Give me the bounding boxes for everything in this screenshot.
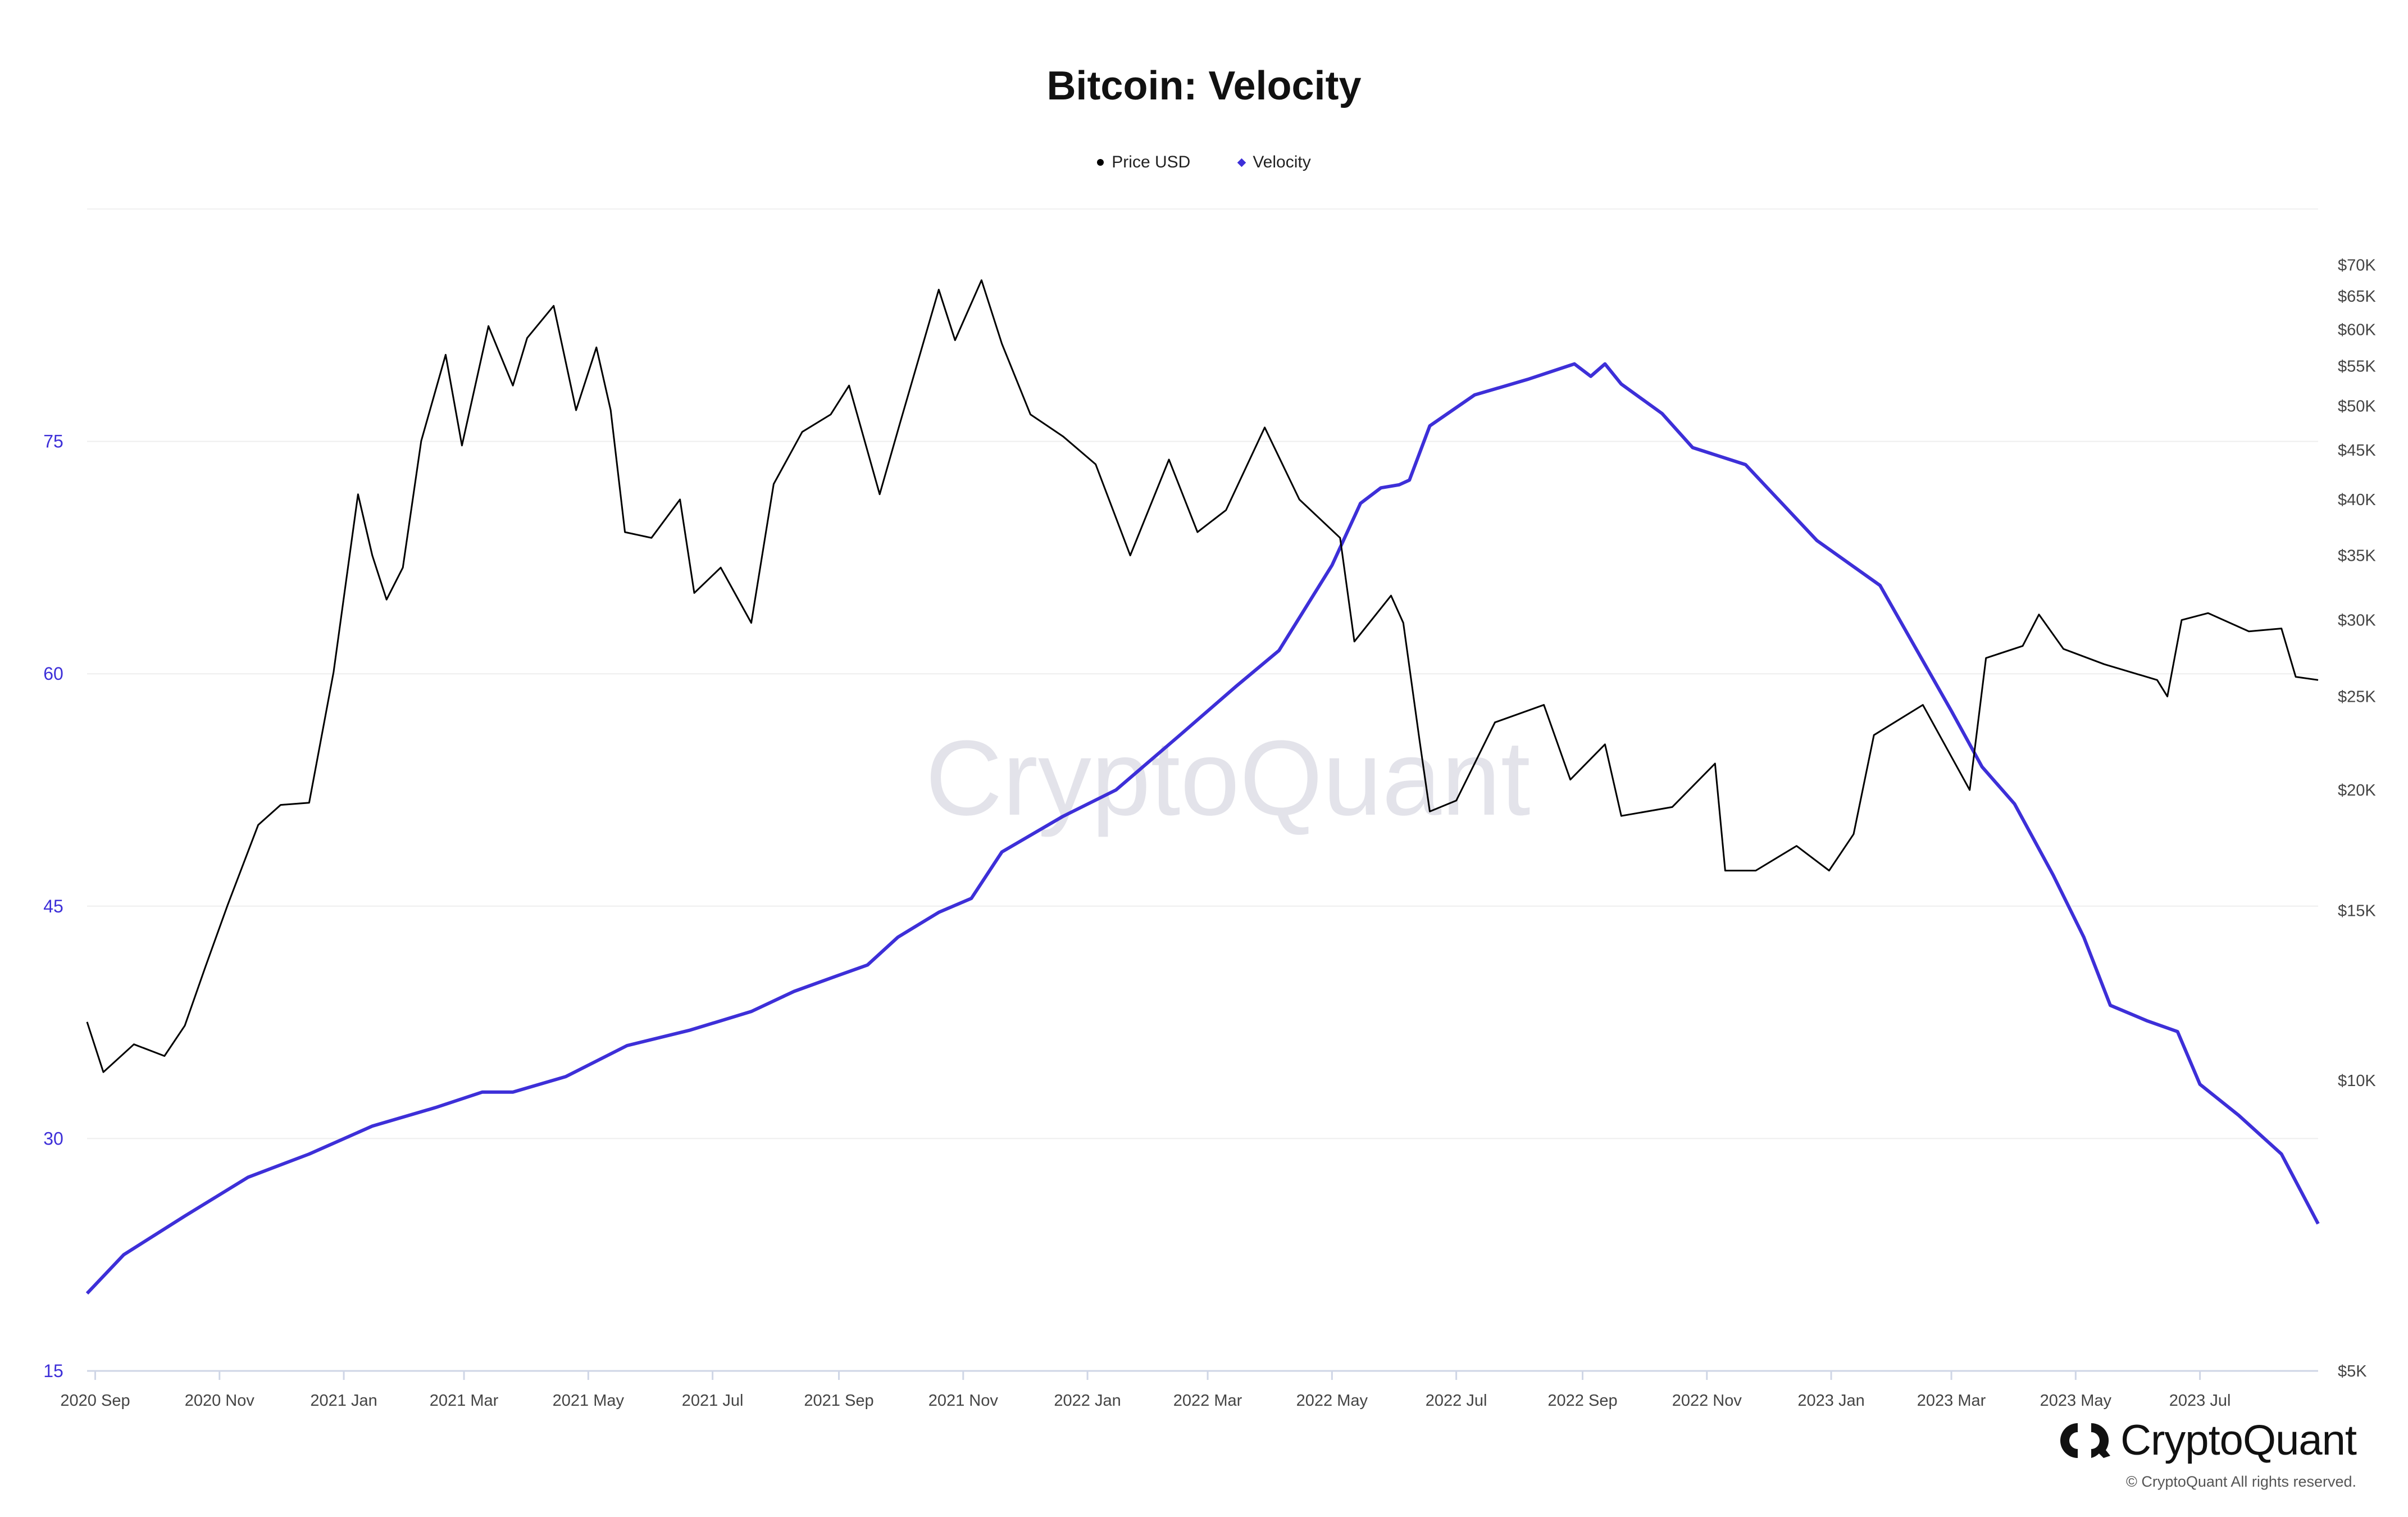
x-tick-label: 2021 Nov — [928, 1392, 999, 1410]
right-tick-label: $50K — [2338, 398, 2376, 416]
right-axis-ticks: $5K $10K $15K $20K $25K $30K $35K $40K $45K $50K $… — [2338, 257, 2376, 1380]
right-tick-label: $25K — [2338, 688, 2376, 706]
price-series-line — [86, 279, 2319, 1073]
x-tick-label: 2021 Jul — [682, 1392, 744, 1410]
chart-title: Bitcoin: Velocity — [1046, 63, 1362, 108]
brand: CryptoQuant — [2059, 1416, 2357, 1465]
x-tick-label: 2022 Jan — [1054, 1392, 1121, 1410]
x-tick-label: 2022 Mar — [1173, 1392, 1242, 1410]
right-tick-label: $15K — [2338, 902, 2376, 920]
x-tick-label: 2021 Jan — [310, 1392, 377, 1410]
right-tick-label: $5K — [2338, 1362, 2367, 1380]
right-tick-label: $45K — [2338, 442, 2376, 460]
legend-marker-price — [1097, 159, 1104, 166]
x-tick-label: 2022 Jul — [1426, 1392, 1487, 1410]
velocity-series-line — [85, 362, 2320, 1295]
left-tick-label: 15 — [43, 1361, 63, 1381]
copyright: © CryptoQuant All rights reserved. — [2125, 1473, 2356, 1490]
x-tick-label: 2021 May — [553, 1392, 625, 1410]
right-tick-label: $20K — [2338, 782, 2376, 800]
x-tick-label: 2023 Jul — [2169, 1392, 2231, 1410]
x-tick-label: 2023 Mar — [1917, 1392, 1986, 1410]
x-tick-label: 2020 Nov — [185, 1392, 255, 1410]
x-tick-label: 2022 May — [1296, 1392, 1368, 1410]
x-tick-label: 2022 Sep — [1547, 1392, 1617, 1410]
right-tick-label: $35K — [2338, 547, 2376, 565]
right-tick-label: $30K — [2338, 612, 2376, 630]
right-tick-label: $10K — [2338, 1072, 2376, 1090]
watermark: CryptoQuant — [925, 719, 1530, 838]
right-tick-label: $65K — [2338, 288, 2376, 306]
right-tick-label: $40K — [2338, 491, 2376, 509]
right-tick-label: $60K — [2338, 321, 2376, 339]
x-tick-label: 2021 Mar — [430, 1392, 499, 1410]
left-tick-label: 60 — [43, 664, 63, 684]
right-tick-label: $55K — [2338, 357, 2376, 375]
left-tick-label: 75 — [43, 432, 63, 452]
brand-name: CryptoQuant — [2120, 1416, 2357, 1464]
x-tick-label: 2020 Sep — [60, 1392, 130, 1410]
legend-item-velocity[interactable]: Velocity — [1237, 153, 1311, 172]
legend-label-velocity: Velocity — [1253, 153, 1311, 171]
legend-item-price[interactable]: Price USD — [1097, 153, 1190, 172]
x-tick-label: 2022 Nov — [1672, 1392, 1742, 1410]
gridlines — [87, 208, 2318, 1372]
left-tick-label: 45 — [43, 896, 63, 916]
x-tick-label: 2021 Sep — [804, 1392, 873, 1410]
x-tick-label: 2023 May — [2040, 1392, 2112, 1410]
left-tick-label: 30 — [43, 1128, 63, 1148]
x-axis-ticks: 2020 Sep 2020 Nov 2021 Jan 2021 Mar 2021 May… — [60, 1371, 2231, 1410]
left-axis-ticks: 15 30 45 60 75 — [43, 432, 63, 1381]
legend: Price USD Velocity — [0, 153, 2408, 172]
right-tick-label: $70K — [2338, 257, 2376, 275]
cryptoquant-logo-icon — [2060, 1423, 2111, 1458]
x-tick-label: 2023 Jan — [1797, 1392, 1864, 1410]
legend-label-price: Price USD — [1112, 153, 1191, 171]
